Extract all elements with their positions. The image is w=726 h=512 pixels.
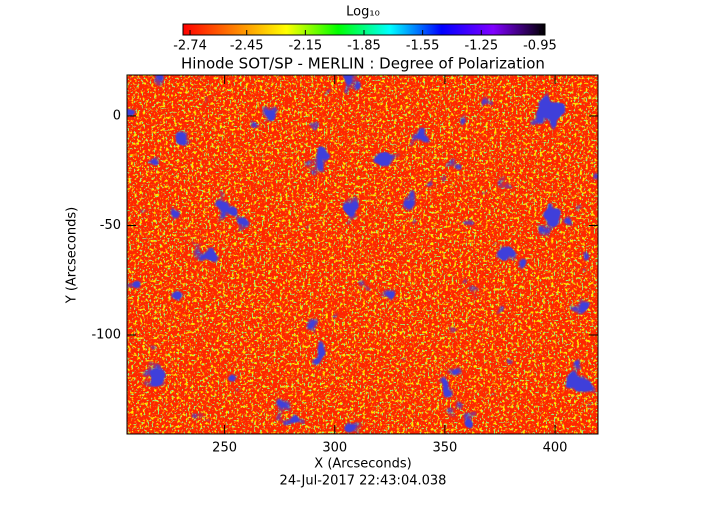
heatmap-patches: [127, 75, 598, 434]
chart-title: Hinode SOT/SP - MERLIN : Degree of Polar…: [181, 55, 545, 73]
x-tick-label: 300: [322, 441, 347, 456]
y-tick-label: 0: [113, 108, 121, 123]
x-axis-label: X (Arcseconds): [314, 457, 411, 472]
x-tick-label: 400: [543, 441, 568, 456]
footer: 24-Jul-2017 22:43:04.038: [280, 474, 447, 489]
colorbar-tick-label: -1.55: [406, 39, 440, 54]
colorbar-tick-label: -1.85: [347, 39, 381, 54]
colorbar-label: Log₁₀: [346, 5, 380, 20]
y-axis-label: Y (Arcseconds): [65, 207, 80, 304]
plot-frame: [126, 74, 599, 435]
x-tick-label: 250: [212, 441, 237, 456]
y-tick-label: -100: [91, 327, 121, 342]
heatmap: [127, 75, 598, 434]
x-tick-label: 350: [432, 441, 457, 456]
colorbar-tick-label: -0.95: [523, 39, 557, 54]
colorbar-tick-label: -2.15: [289, 39, 323, 54]
colorbar-tick-label: -2.74: [173, 39, 207, 54]
colorbar-tick-label: -2.45: [230, 39, 264, 54]
colorbar-tick-label: -1.25: [464, 39, 498, 54]
y-tick-label: -50: [100, 218, 121, 233]
